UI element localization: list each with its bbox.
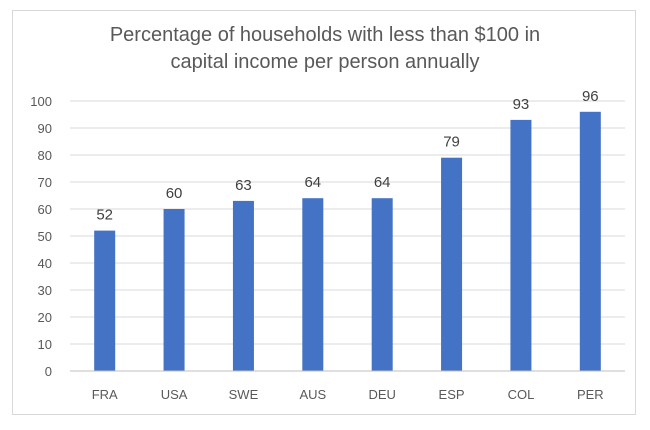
- chart-title-line-1: Percentage of households with less than …: [109, 24, 541, 46]
- y-tick-label: 100: [30, 94, 52, 109]
- chart-title: Percentage of households with less than …: [0, 22, 650, 76]
- y-tick-label: 70: [38, 175, 52, 190]
- y-tick-label: 90: [38, 121, 52, 136]
- x-category-label-per: PER: [577, 387, 604, 402]
- data-label-deu: 64: [374, 174, 391, 191]
- x-category-label-fra: FRA: [92, 387, 118, 402]
- bar-per: [579, 111, 601, 372]
- bar-esp: [441, 157, 463, 371]
- x-category-label-esp: ESP: [439, 387, 465, 402]
- y-tick-label: 30: [38, 283, 52, 298]
- data-label-usa: 60: [166, 185, 183, 202]
- bar-aus: [302, 198, 324, 371]
- data-labels: 52 60 63 64 64 79 93 96: [96, 88, 598, 224]
- x-category-label-col: COL: [508, 387, 535, 402]
- x-category-label-deu: DEU: [368, 387, 395, 402]
- data-label-fra: 52: [96, 207, 113, 224]
- y-tick-label: 10: [38, 337, 52, 352]
- y-tick-label: 20: [38, 310, 52, 325]
- data-label-aus: 64: [304, 174, 321, 191]
- y-axis-ticks: 0 10 20 30 40 50 60 70 80 90 100: [30, 94, 52, 379]
- chart-frame: [12, 10, 636, 415]
- y-tick-label: 40: [38, 256, 52, 271]
- data-label-per: 96: [582, 88, 599, 105]
- y-tick-label: 50: [38, 229, 52, 244]
- x-category-label-aus: AUS: [299, 387, 326, 402]
- bar-col: [510, 119, 532, 372]
- data-label-swe: 63: [235, 177, 252, 194]
- x-category-label-swe: SWE: [229, 387, 259, 402]
- y-tick-label: 0: [45, 364, 52, 379]
- data-label-col: 93: [513, 96, 530, 113]
- y-tick-label: 60: [38, 202, 52, 217]
- gridlines: [70, 100, 625, 345]
- x-axis-categories: FRA USA SWE AUS DEU ESP COL PER: [92, 387, 604, 402]
- y-tick-label: 80: [38, 148, 52, 163]
- bar-deu: [371, 198, 393, 371]
- data-label-esp: 79: [443, 134, 460, 151]
- bars: [94, 111, 601, 372]
- bar-swe: [232, 200, 254, 371]
- chart-title-line-2: capital income per person annually: [170, 51, 480, 73]
- bar-usa: [163, 209, 185, 371]
- x-category-label-usa: USA: [161, 387, 188, 402]
- bar-fra: [94, 230, 116, 371]
